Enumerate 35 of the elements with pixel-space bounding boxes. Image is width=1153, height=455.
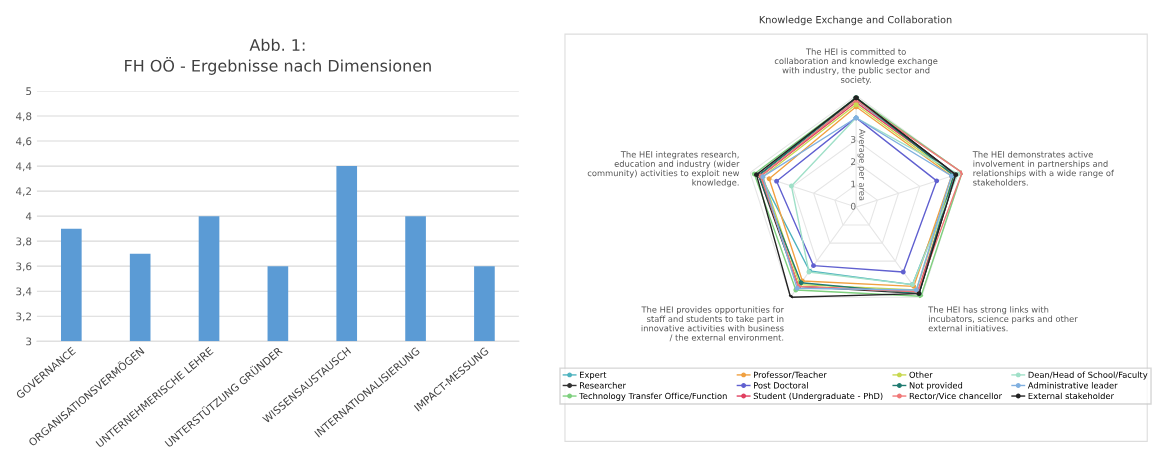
spoke-label: The HEI is committed to collaboration and knowledge exchange with industry, the public sector and society. — [774, 48, 938, 85]
y-tick-label: 3 — [26, 337, 32, 346]
y-tick-label: 4,6 — [15, 137, 32, 147]
y-tick-label: 4,8 — [15, 112, 32, 122]
legend-label: Dean/Head of School/Faculty — [1028, 371, 1148, 380]
y-tick-label: 3,4 — [16, 287, 32, 297]
y-tick-label: 5 — [26, 87, 32, 96]
spoke-label: The HEI provides opportunities for staff and students to take part in innovative activities with business / the external environment. — [641, 306, 785, 342]
legend-label: Rector/Vice chancellor — [909, 392, 1003, 400]
y-tick-label: 3 — [851, 135, 856, 143]
chart-title: Abb. 1: FH OÖ - Ergebnisse nach Dimensionen — [125, 38, 431, 75]
legend-label: Professor/Teacher — [754, 371, 827, 379]
y-tick-label: 4 — [25, 212, 32, 221]
y-tick-label: 0 — [850, 202, 856, 210]
spoke-label: The HEI has strong links with incubators, science parks and other external initiatives. — [928, 306, 1078, 332]
y-tick-label: 4,2 — [15, 187, 31, 197]
text: Average per area — [857, 129, 866, 201]
y-tick-label: 2 — [851, 158, 856, 165]
spoke-label: The HEI integrates research, education and industry (wider community) activities to exploit new knowledge. — [587, 151, 740, 188]
legend-label: Administrative leader — [1027, 382, 1118, 389]
legend-label: Researcher — [580, 382, 626, 389]
legend-label: Student (Undergraduate - PhD) — [753, 392, 883, 401]
spoke-label: The HEI demonstrates active involvement in partnerships and relationships with a wide range of stakeholders. — [972, 151, 1115, 186]
legend-label: Other — [909, 371, 933, 378]
y-tick-label: 4,4 — [15, 162, 32, 172]
legend-label: External stakeholder — [1028, 392, 1114, 400]
legend-label: Expert — [580, 371, 607, 380]
legend-label: Technology Transfer Office/Function — [579, 392, 727, 401]
y-tick-label: 3,2 — [16, 312, 31, 322]
y-tick-label: 3,8 — [16, 237, 32, 247]
chart-title: Knowledge Exchange and Collaboration — [759, 15, 952, 26]
legend-label: Post Doctoral — [754, 382, 808, 389]
y-tick-label: 1 — [851, 180, 856, 188]
y-tick-label: 3,6 — [16, 262, 32, 272]
legend-label: Not provided — [909, 382, 963, 391]
